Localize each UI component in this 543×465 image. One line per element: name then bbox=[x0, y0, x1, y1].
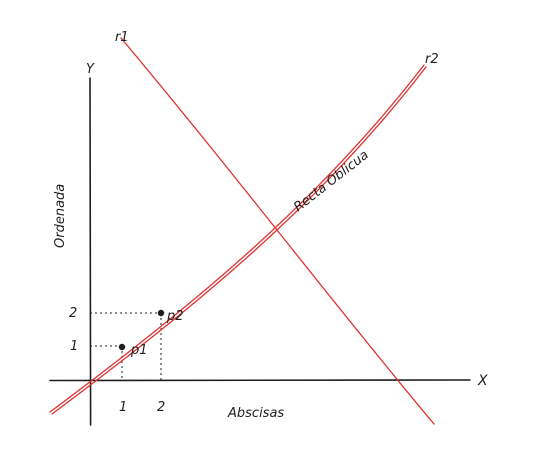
oblique-line-label: Recta Oblicua bbox=[291, 148, 372, 216]
point-p1-label: p1 bbox=[130, 343, 148, 358]
x-axis bbox=[49, 378, 471, 382]
y-axis-label: Y bbox=[86, 62, 95, 77]
line-r2-label: r2 bbox=[425, 52, 439, 67]
x-axis-label: X bbox=[477, 373, 488, 389]
point-p2 bbox=[157, 309, 165, 317]
x-axis-title: Abscisas bbox=[227, 406, 284, 421]
line-r1-label: r1 bbox=[115, 30, 129, 45]
x-tick-1: 1 bbox=[119, 400, 127, 415]
y-tick-1: 1 bbox=[70, 339, 78, 354]
y-axis-title: Ordenada bbox=[53, 184, 68, 248]
line-r2 bbox=[49, 64, 427, 415]
x-tick-2: 2 bbox=[157, 400, 165, 415]
point-p1 bbox=[118, 343, 126, 351]
guide-lines-p1 bbox=[90, 345, 123, 381]
y-axis bbox=[89, 77, 92, 426]
point-p2-label: p2 bbox=[166, 309, 184, 324]
line-r1 bbox=[120, 37, 435, 425]
guide-lines-p2 bbox=[90, 312, 162, 381]
y-tick-2: 2 bbox=[69, 306, 77, 321]
